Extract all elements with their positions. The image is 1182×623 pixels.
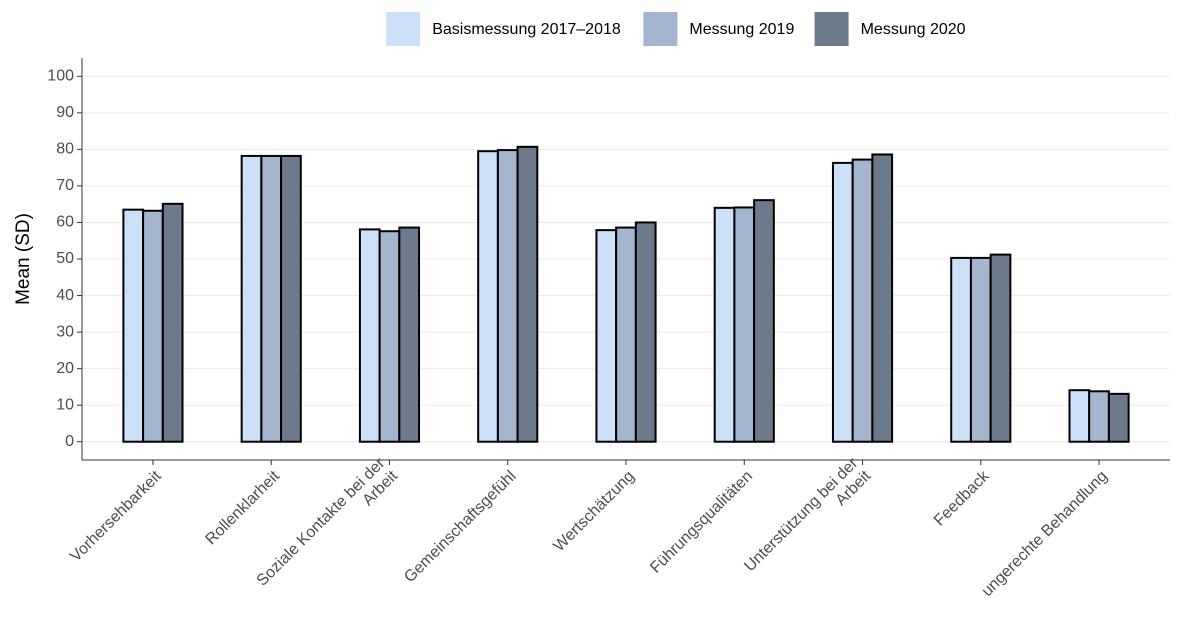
bar bbox=[851, 158, 874, 443]
legend-label: Messung 2020 bbox=[861, 21, 966, 38]
bar bbox=[516, 145, 539, 443]
y-axis-title: Mean (SD) bbox=[13, 213, 34, 305]
x-tick-label: ungerechte Behandlung bbox=[979, 468, 1111, 600]
y-tick-label: 80 bbox=[56, 141, 74, 158]
bar bbox=[615, 226, 637, 443]
bar bbox=[1068, 389, 1091, 443]
bar bbox=[477, 150, 499, 443]
x-tick-label: Unterstützung bei derArbeit bbox=[741, 455, 874, 588]
legend-swatch bbox=[386, 12, 421, 46]
bar bbox=[733, 206, 756, 443]
legend-swatch bbox=[814, 12, 849, 46]
y-tick-label: 100 bbox=[47, 67, 74, 84]
bar bbox=[1107, 392, 1130, 443]
y-tick-label: 0 bbox=[65, 433, 74, 450]
bar bbox=[950, 256, 972, 443]
bar bbox=[1088, 390, 1110, 443]
bar bbox=[122, 208, 145, 443]
bar bbox=[753, 199, 775, 443]
y-tick-label: 30 bbox=[56, 323, 74, 340]
bar bbox=[496, 149, 519, 443]
y-tick-label: 60 bbox=[56, 214, 74, 231]
y-tick-label: 40 bbox=[56, 287, 74, 304]
bar bbox=[989, 253, 1012, 443]
x-tick-label: Rollenklarheit bbox=[202, 467, 283, 548]
bar bbox=[378, 230, 401, 443]
bar bbox=[595, 229, 618, 443]
y-tick-label: 10 bbox=[56, 396, 74, 413]
legend-label: Basismessung 2017–2018 bbox=[432, 21, 621, 38]
bar bbox=[398, 226, 421, 443]
bar bbox=[142, 209, 164, 443]
bar bbox=[280, 154, 302, 443]
x-tick-label: Gemeinschaftsgefühl bbox=[401, 468, 519, 586]
x-tick-label: Feedback bbox=[931, 467, 993, 529]
bar bbox=[969, 256, 992, 443]
y-tick-label: 20 bbox=[56, 360, 74, 377]
legend-swatch bbox=[643, 12, 678, 46]
x-tick-label: Führungsqualitäten bbox=[647, 468, 756, 577]
bar bbox=[260, 154, 283, 443]
y-tick-label: 50 bbox=[56, 250, 74, 267]
bar bbox=[713, 206, 736, 443]
x-tick-label: Wertschätzung bbox=[551, 468, 638, 555]
x-tick-label: Vorhersehbarkeit bbox=[67, 467, 165, 565]
legend-label: Messung 2019 bbox=[689, 21, 794, 38]
bar bbox=[161, 202, 184, 443]
bar bbox=[634, 221, 657, 443]
y-tick-label: 90 bbox=[56, 104, 74, 121]
bar bbox=[358, 228, 381, 443]
bar bbox=[871, 153, 894, 443]
bar bbox=[831, 161, 854, 443]
y-tick-label: 70 bbox=[56, 177, 74, 194]
bar bbox=[240, 154, 263, 443]
